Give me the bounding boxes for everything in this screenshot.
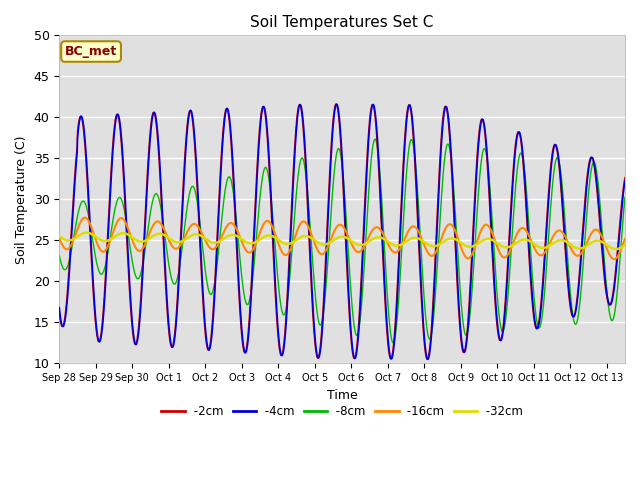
Legend:  -2cm,  -4cm,  -8cm,  -16cm,  -32cm: -2cm, -4cm, -8cm, -16cm, -32cm bbox=[157, 401, 527, 423]
Title: Soil Temperatures Set C: Soil Temperatures Set C bbox=[250, 15, 434, 30]
Text: BC_met: BC_met bbox=[65, 45, 117, 58]
X-axis label: Time: Time bbox=[326, 389, 358, 402]
Y-axis label: Soil Temperature (C): Soil Temperature (C) bbox=[15, 135, 28, 264]
